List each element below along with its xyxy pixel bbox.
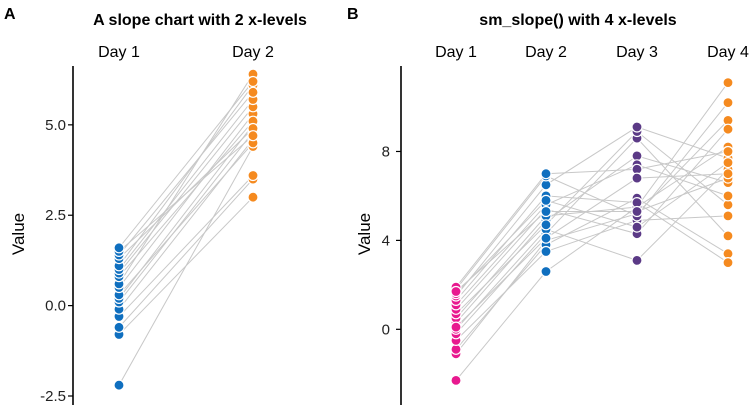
panel-a-slope-line [118,135,254,252]
panel-b-point [450,374,462,386]
panel-a-slope-line [118,175,254,317]
panel-b-point [450,321,462,333]
panel-a-slope-line [118,99,254,270]
panel-b-point [722,145,734,158]
panel-a-point [247,75,259,88]
panel-a-slope-line [118,142,254,296]
panel-b-y-tick-label: 0 [382,321,390,338]
panel-a-slope-line [118,120,254,278]
panel-b-point [540,219,552,231]
panel-a: A A slope chart with 2 x-levels Value -2… [4,6,307,405]
panel-b-slope-line [455,128,729,310]
panel-a-title: A slope chart with 2 x-levels [93,12,307,29]
panel-b-slope-line [455,173,729,328]
panel-a-x-labels: Day 1 Day 2 [98,44,274,61]
panel-a-x-label: Day 1 [98,44,140,61]
panel-a-y-tick-label: -2.5 [40,388,66,405]
panel-b-slope-line [455,102,729,290]
panel-b-x-label: Day 2 [525,44,567,61]
panel-a-slope-line [118,106,254,274]
panel-a-slope-line [118,113,254,288]
panel-b-slope-line [455,195,729,301]
panel-b-point [722,76,734,89]
panel-b-point [540,205,552,218]
panel-b-points [450,76,734,386]
panel-b-slope-line [455,146,729,319]
panel-a-slope-line [118,91,254,256]
panel-b-y-tick-label: 8 [382,143,390,160]
panel-b-point [722,230,734,242]
panel-b-x-label: Day 4 [707,44,749,61]
panel-a-slope-line [118,84,254,267]
panel-b-point [540,194,552,206]
panel-b-point [722,257,734,269]
panel-a-point [247,169,259,182]
panel-a-point [113,242,125,254]
panel-b-slope-line [455,151,729,288]
panel-a-x-label: Day 2 [232,44,274,61]
panel-b-y-axis-title: Value [355,213,374,255]
panel-a-y-tick-label: 0.0 [45,298,66,315]
panel-a-slope-line [118,81,254,249]
panel-b-point [540,232,552,244]
panel-b-slope-line [455,82,729,381]
panel-b-point [540,168,552,180]
panel-a-slope-lines [118,73,254,386]
panel-b-title: sm_slope() with 4 x-levels [479,12,677,29]
panel-a-point [247,191,259,203]
panel-a-point [247,130,259,142]
panel-b-slope-line [455,137,729,335]
panel-b-slope-line [455,164,729,306]
panel-b-x-label: Day 1 [435,44,477,61]
panel-a-y-ticks: -2.5 0.0 2.5 5.0 [40,117,73,405]
panel-a-slope-line [118,196,254,335]
panel-b: B sm_slope() with 4 x-levels Value 0 4 8 D… [347,6,749,405]
panel-b-point [631,172,643,184]
panel-b-slope-lines [455,82,729,381]
panel-b-point [722,210,734,222]
panel-b-slope-line [455,130,729,315]
panel-b-point [722,96,734,109]
panel-b-slope-line [455,168,729,330]
panel-a-point [113,321,125,333]
panel-b-point [450,285,462,298]
panel-b-letter: B [347,6,359,23]
panel-b-slope-line [455,155,729,323]
panel-b-slope-line [455,177,729,292]
panel-b-point [631,205,643,218]
panel-b-point [722,123,734,135]
panel-b-point [722,157,734,169]
panel-b-slope-line [455,215,729,341]
panel-b-point [540,265,552,278]
panel-a-y-axis-title: Value [9,213,28,255]
panel-b-point [631,121,643,133]
panel-a-slope-line [118,178,254,328]
panel-b-point [631,254,643,266]
panel-b-point [540,245,552,258]
panel-b-x-labels: Day 1 Day 2 Day 3 Day 4 [435,44,749,61]
panel-a-slope-line [118,131,254,303]
panel-b-y-ticks: 0 4 8 [382,143,401,338]
panel-b-point [631,221,643,233]
panel-b-point [722,190,734,202]
panel-a-y-tick-label: 5.0 [45,117,66,134]
panel-a-point [247,86,259,98]
panel-a-points [113,68,259,391]
panel-a-y-tick-label: 2.5 [45,207,66,224]
panel-b-x-label: Day 3 [616,44,658,61]
panel-b-point [722,168,734,180]
panel-a-letter: A [4,6,16,23]
panel-a-point [113,379,125,391]
panel-b-slope-line [455,126,729,297]
panel-b-y-tick-label: 4 [382,232,390,249]
